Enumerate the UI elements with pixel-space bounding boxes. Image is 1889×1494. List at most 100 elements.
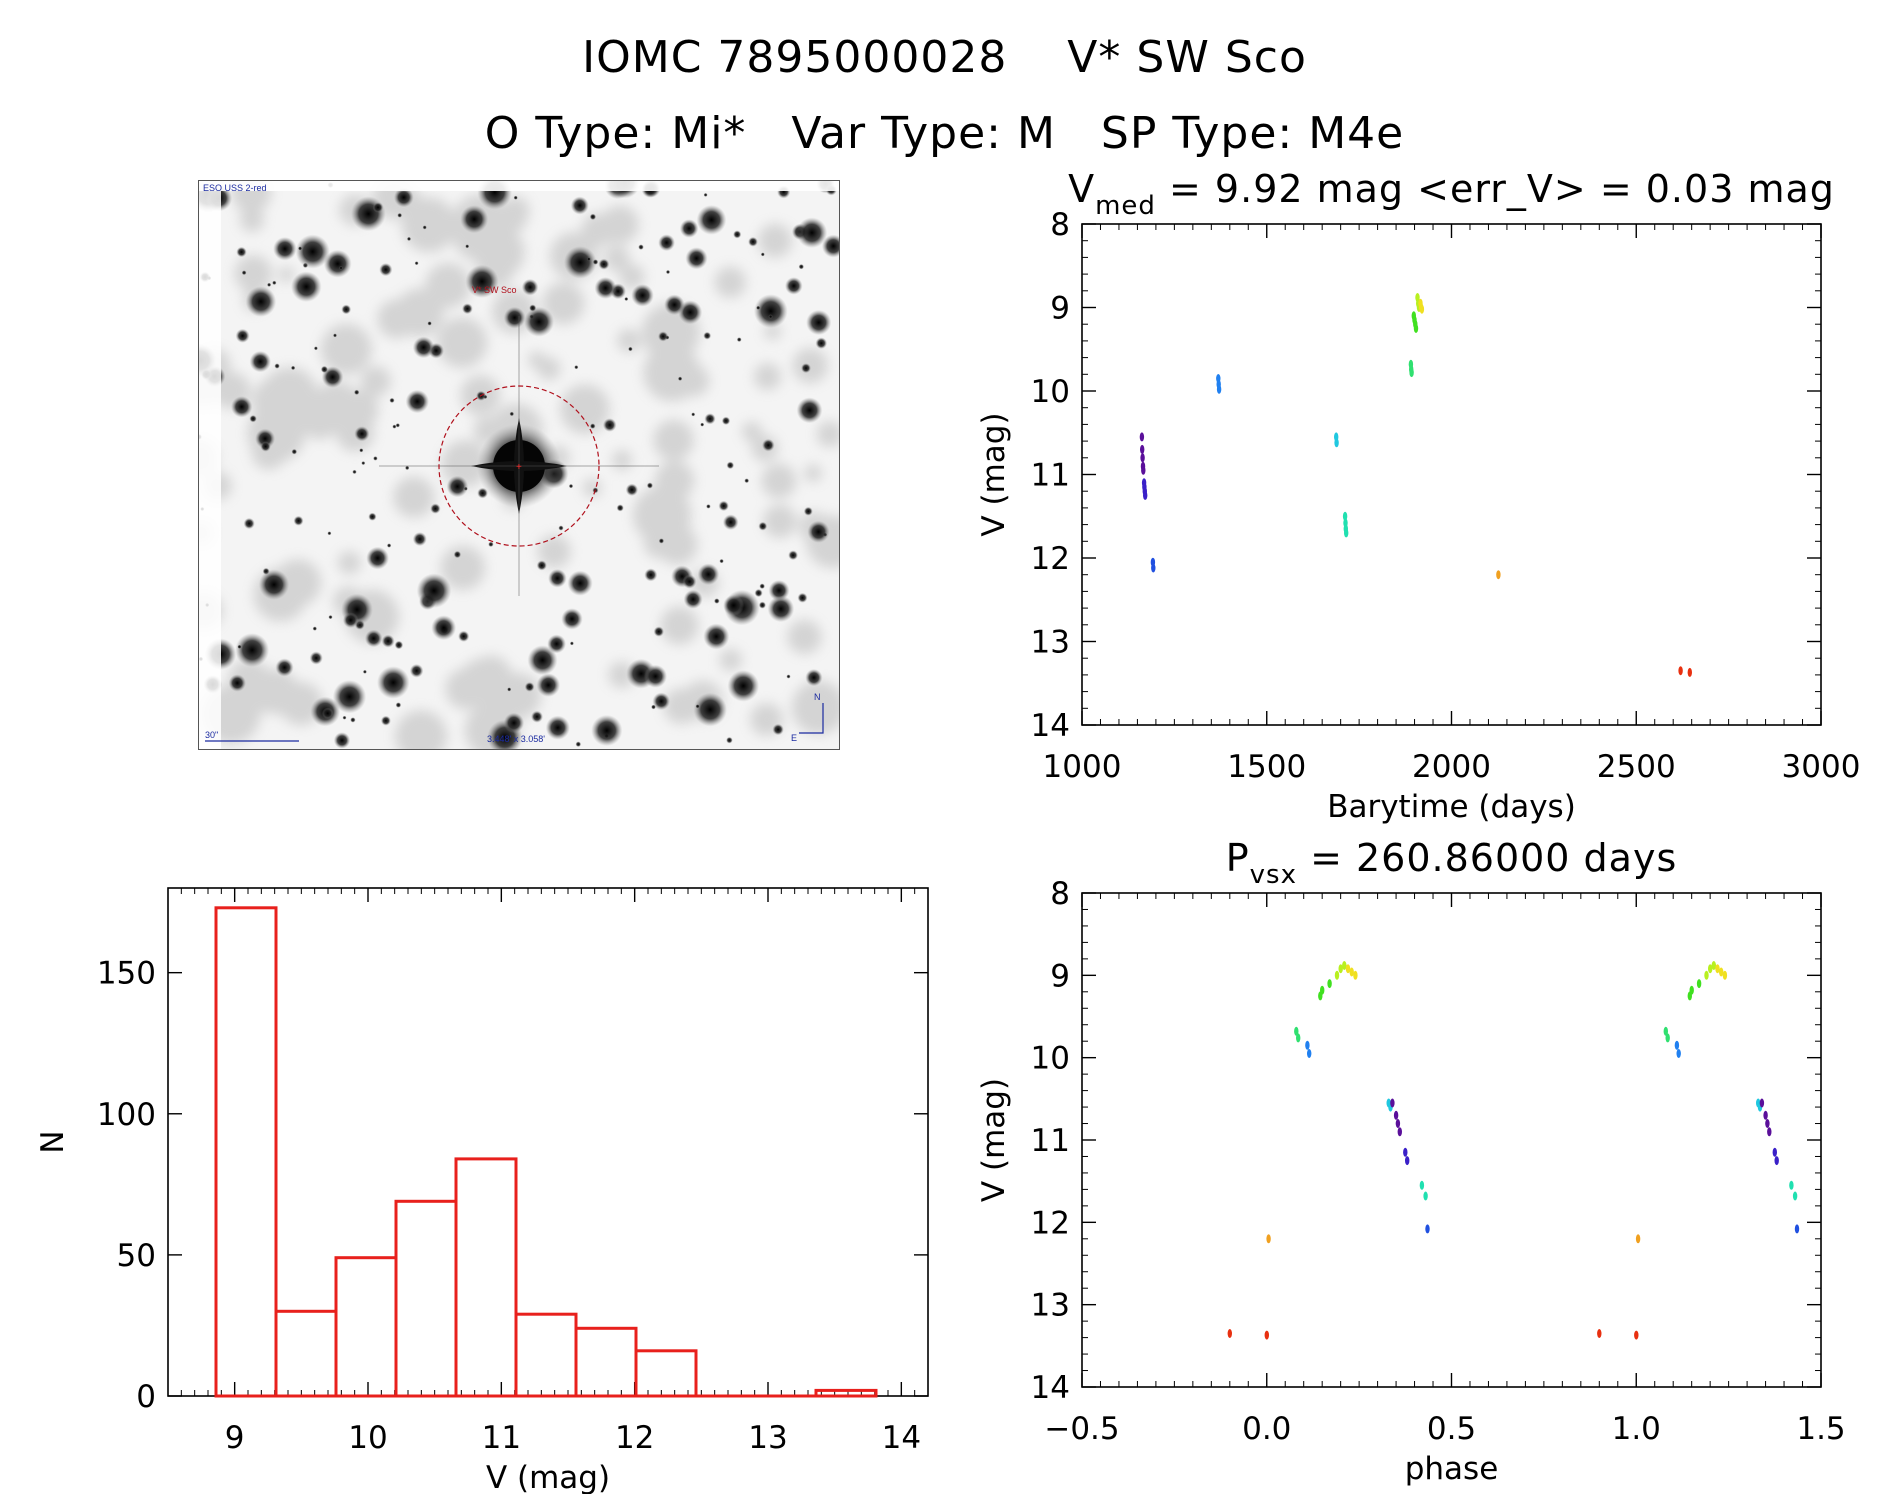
lightcurve-xtick-label: 3000: [1782, 749, 1861, 785]
phased-point: [1294, 1026, 1299, 1036]
phased-point: [1425, 1224, 1430, 1234]
field-star: [453, 550, 462, 559]
field-star: [529, 304, 537, 312]
field-star: [651, 704, 656, 710]
field-star: [733, 230, 742, 239]
field-star: [328, 615, 333, 620]
phased-point: [1345, 964, 1351, 974]
field-star: [664, 294, 685, 316]
haze-blob: [714, 266, 746, 298]
field-star: [561, 608, 583, 630]
field-star: [568, 483, 574, 489]
field-star: [333, 333, 337, 338]
phased-point: [1405, 1156, 1410, 1166]
field-star: [624, 297, 629, 301]
phased-point: [1767, 1127, 1772, 1137]
lightcurve-xtick-label: 1500: [1227, 749, 1306, 785]
field-star: [321, 366, 344, 388]
field-star: [748, 236, 758, 247]
hist-bar: [514, 1312, 578, 1398]
field-star: [758, 521, 768, 531]
phased-point: [1419, 1180, 1425, 1190]
lightcurve-ytick-label: 12: [1031, 541, 1070, 577]
lightcurve-ytick-label: 13: [1031, 625, 1070, 661]
compass-arrows: [799, 703, 824, 734]
phased-point: [1711, 961, 1717, 970]
haze-blob: [528, 351, 546, 369]
histogram-frame: [167, 887, 929, 1397]
field-star: [342, 715, 347, 720]
field-star: [628, 346, 633, 352]
field-star: [754, 588, 763, 598]
field-star: [406, 236, 412, 241]
hist-xtick-label: 10: [348, 1420, 387, 1456]
field-star: [806, 309, 832, 336]
field-star: [507, 687, 512, 692]
haze-blob: [441, 440, 489, 488]
phased-xtick-label: 1.5: [1796, 1411, 1845, 1447]
field-star: [386, 543, 392, 548]
field-star: [293, 515, 304, 526]
hist-ytick-label: 50: [117, 1238, 156, 1274]
field-star: [431, 615, 457, 641]
phased-ytick-label: 13: [1031, 1288, 1070, 1324]
field-star: [796, 397, 823, 424]
field-star: [333, 732, 351, 749]
field-star: [231, 396, 253, 418]
field-star: [736, 337, 742, 342]
field-star: [722, 514, 739, 530]
field-star: [759, 583, 765, 589]
field-star: [679, 219, 699, 238]
phased-point: [1395, 1119, 1401, 1128]
field-star: [695, 704, 700, 709]
haze-blob: [653, 419, 694, 461]
haze-blob: [804, 464, 822, 483]
hist-ytick-label: 0: [136, 1379, 156, 1415]
target-label: V* SW Sco: [472, 285, 517, 295]
hist-bar: [214, 906, 278, 1398]
field-star: [723, 594, 745, 616]
lightcurve-xtick-label: 1000: [1043, 749, 1122, 785]
field-star: [726, 461, 735, 470]
field-star: [706, 504, 711, 509]
field-star: [394, 640, 404, 650]
lightcurve-point: [1409, 368, 1414, 378]
field-star: [228, 674, 246, 692]
field-star: [567, 570, 593, 596]
field-star: [598, 258, 610, 270]
field-star: [249, 415, 257, 423]
phased-point: [1320, 985, 1325, 995]
phased-point: [1663, 1026, 1669, 1036]
phased-point: [1305, 1040, 1310, 1050]
field-star: [744, 478, 750, 484]
field-star: [703, 192, 708, 197]
phased-point: [1227, 1329, 1233, 1338]
field-star: [767, 595, 795, 623]
field-star: [322, 707, 334, 719]
field-star: [446, 475, 469, 498]
field-star: [589, 423, 596, 429]
phased-point: [1789, 1180, 1794, 1190]
lightcurve-frame: [1081, 223, 1822, 726]
haze-blob: [377, 299, 417, 339]
lightcurve-point: [1139, 432, 1145, 442]
phased-xtick-label: 0.0: [1242, 1411, 1291, 1447]
lightcurve-title: Vmed = 9.92 mag <err_V> = 0.03 mag: [1068, 167, 1835, 221]
haze-blob: [821, 543, 839, 567]
lightcurve-point: [1141, 465, 1146, 475]
hist-xlabel: V (mag): [486, 1460, 610, 1494]
haze-blob: [239, 207, 265, 232]
field-star: [416, 573, 452, 608]
field-star: [313, 346, 318, 351]
phased-point: [1296, 1033, 1301, 1043]
field-star: [342, 612, 359, 628]
phased-point: [1696, 979, 1702, 989]
field-star: [235, 633, 270, 668]
field-star: [658, 538, 665, 544]
phased-point: [1342, 961, 1347, 970]
haze-blob: [787, 619, 822, 654]
field-star: [465, 264, 499, 298]
field-star: [393, 187, 414, 208]
field-star: [762, 438, 775, 452]
field-star: [772, 723, 784, 736]
